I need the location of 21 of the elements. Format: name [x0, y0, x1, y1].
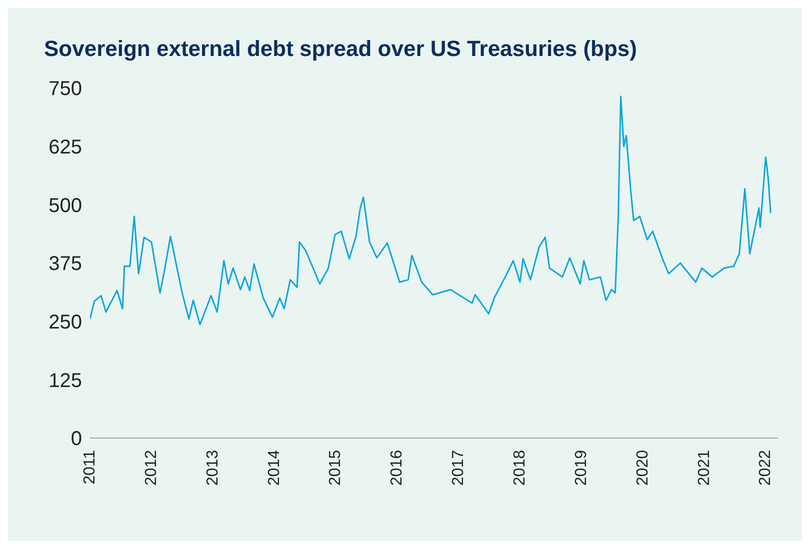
- x-tick-label: 2014: [266, 450, 283, 486]
- y-tick-label: 625: [48, 136, 82, 158]
- x-tick-label: 2013: [204, 450, 222, 486]
- y-tick-label: 375: [48, 253, 82, 276]
- y-tick-label: 750: [48, 78, 82, 100]
- x-tick-label: 2012: [142, 450, 160, 486]
- chart-title: Sovereign external debt spread over US Treasuries (bps): [44, 36, 637, 62]
- y-tick-label: 500: [48, 194, 82, 217]
- x-tick-label: 2021: [696, 450, 713, 486]
- x-tick-label: 2020: [634, 450, 652, 486]
- y-tick-label: 0: [70, 428, 82, 450]
- x-tick-label: 2019: [572, 450, 590, 486]
- line-series: [90, 96, 772, 326]
- y-tick-label: 250: [48, 311, 82, 334]
- x-tick-label: 2022: [757, 450, 774, 486]
- y-tick-label: 125: [48, 370, 82, 392]
- x-tick-label: 2017: [450, 450, 468, 486]
- x-tick-label: 2018: [512, 450, 528, 486]
- x-tick-label: 2015: [327, 450, 344, 486]
- x-tick-label: 2011: [82, 450, 98, 484]
- x-tick-label: 2016: [388, 450, 406, 486]
